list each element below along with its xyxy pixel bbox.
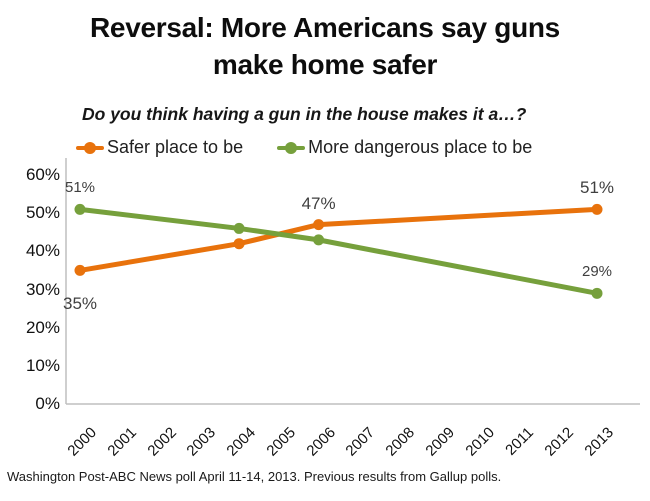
data-point <box>233 238 245 250</box>
source-note: Washington Post-ABC News poll April 11-1… <box>7 469 502 484</box>
data-point <box>591 287 603 299</box>
chart-title-line2: make home safer <box>212 49 438 80</box>
series-line-1 <box>77 206 600 296</box>
data-point <box>313 234 325 246</box>
chart-title-line1: Reversal: More Americans say guns <box>90 12 560 43</box>
y-axis-tick-label: 60% <box>25 165 60 184</box>
legend-item-dangerous: More dangerous place to be <box>277 137 532 158</box>
chart-subtitle: Do you think having a gun in the house m… <box>82 104 527 124</box>
legend-item-safer: Safer place to be <box>76 137 243 158</box>
y-axis-tick-label: 10% <box>25 355 60 375</box>
y-axis-tick-label: 50% <box>25 203 60 223</box>
y-axis-tick-label: 20% <box>25 317 60 337</box>
y-axis-tick-label: 0% <box>35 394 60 413</box>
data-point-label: 35% <box>62 294 98 314</box>
data-point <box>74 203 86 215</box>
chart-title: Reversal: More Americans say guns make h… <box>0 9 650 83</box>
data-point-label: 29% <box>581 263 613 281</box>
data-point <box>74 264 86 276</box>
dangerous-series-marker-icon <box>277 141 306 155</box>
data-point <box>233 222 245 234</box>
y-axis-tick-label: 30% <box>25 279 60 299</box>
chart-legend: Safer place to be More dangerous place t… <box>76 137 532 158</box>
data-point-label: 51% <box>64 179 96 197</box>
data-point-label: 51% <box>579 178 615 198</box>
data-point <box>591 203 603 215</box>
data-point-label: 47% <box>301 193 336 213</box>
legend-label-dangerous: More dangerous place to be <box>308 137 533 157</box>
data-point <box>313 219 325 231</box>
legend-label-safer: Safer place to be <box>107 137 244 157</box>
y-axis-tick-label: 40% <box>25 241 60 261</box>
safer-series-marker-icon <box>76 141 104 155</box>
